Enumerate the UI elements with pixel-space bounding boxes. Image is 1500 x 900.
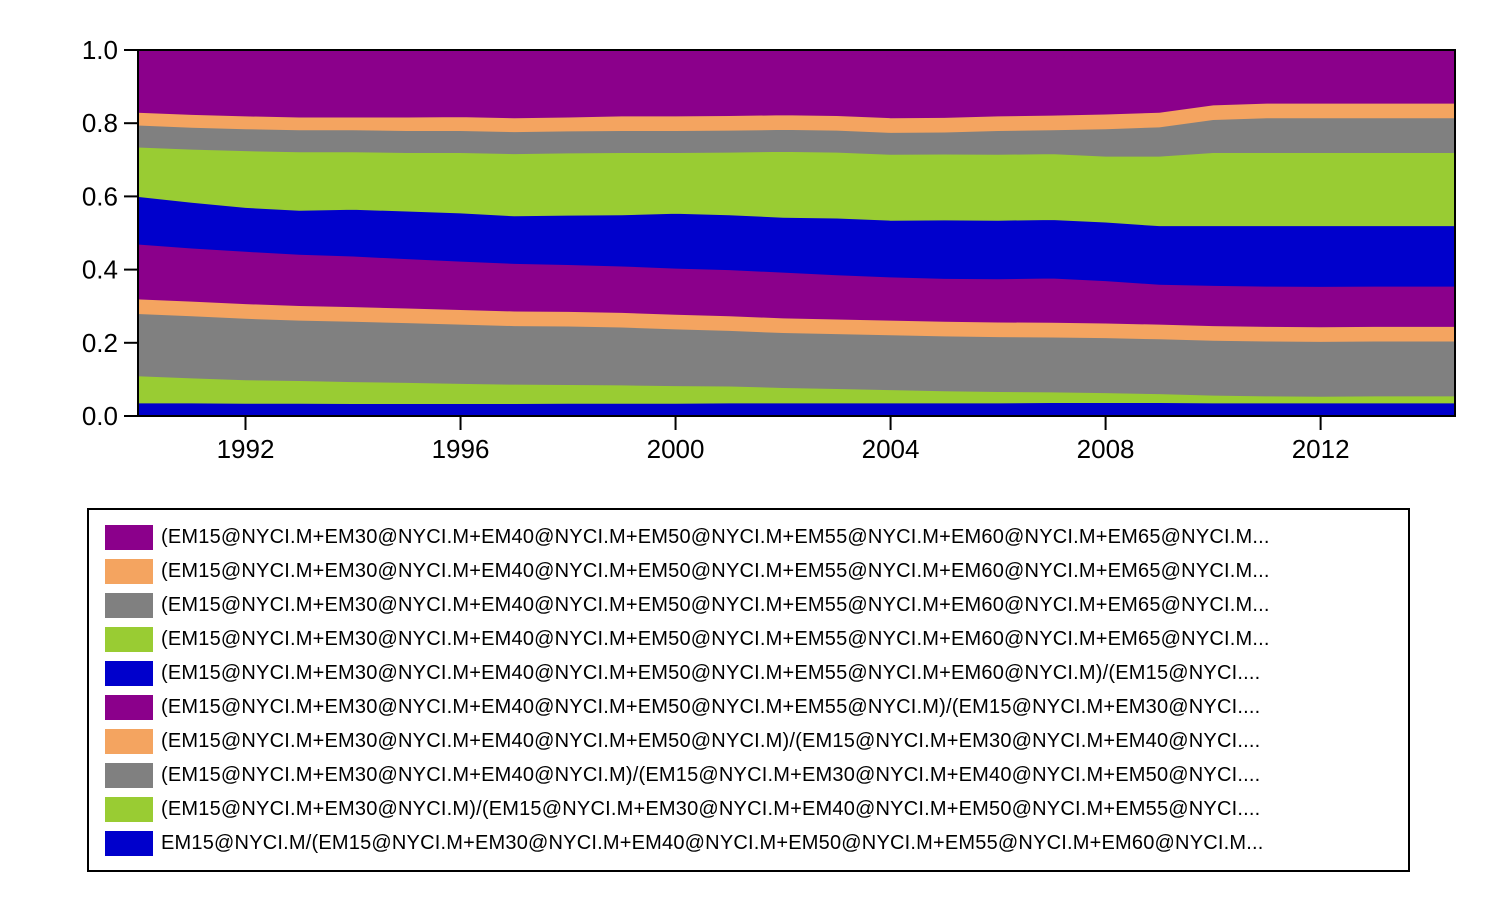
x-tick-label: 2008 (1077, 434, 1135, 464)
legend-label: EM15@NYCI.M/(EM15@NYCI.M+EM30@NYCI.M+EM4… (161, 831, 1264, 854)
legend-swatch (105, 592, 153, 618)
y-tick-label: 0.8 (82, 108, 118, 138)
legend-label: (EM15@NYCI.M+EM30@NYCI.M+EM40@NYCI.M+EM5… (161, 593, 1270, 616)
x-tick-label: 2012 (1292, 434, 1350, 464)
legend-label: (EM15@NYCI.M+EM30@NYCI.M+EM40@NYCI.M+EM5… (161, 661, 1261, 684)
legend-label: (EM15@NYCI.M+EM30@NYCI.M+EM40@NYCI.M+EM5… (161, 729, 1261, 752)
axes (137, 49, 1456, 417)
legend-swatch (105, 558, 153, 584)
legend-item: (EM15@NYCI.M+EM30@NYCI.M)/(EM15@NYCI.M+E… (105, 796, 1260, 822)
legend-swatch (105, 660, 153, 686)
y-tick-label: 1.0 (82, 35, 118, 65)
legend-label: (EM15@NYCI.M+EM30@NYCI.M+EM40@NYCI.M)/(E… (161, 763, 1261, 786)
legend-item: (EM15@NYCI.M+EM30@NYCI.M+EM40@NYCI.M+EM5… (105, 694, 1260, 720)
area-layer (137, 49, 1456, 417)
legend: (EM15@NYCI.M+EM30@NYCI.M+EM40@NYCI.M+EM5… (87, 508, 1410, 872)
stacked-area-chart: 0.0 0.2 0.4 0.6 0.8 1.0 1992 1996 2000 2004 2008 2… (82, 35, 1456, 464)
legend-label: (EM15@NYCI.M+EM30@NYCI.M+EM40@NYCI.M+EM5… (161, 525, 1270, 548)
legend-item: (EM15@NYCI.M+EM30@NYCI.M+EM40@NYCI.M+EM5… (105, 626, 1270, 652)
legend-item: (EM15@NYCI.M+EM30@NYCI.M+EM40@NYCI.M+EM5… (105, 592, 1270, 618)
x-tick-label: 1996 (432, 434, 490, 464)
legend-item: (EM15@NYCI.M+EM30@NYCI.M+EM40@NYCI.M+EM5… (105, 558, 1270, 584)
legend-item: (EM15@NYCI.M+EM30@NYCI.M+EM40@NYCI.M)/(E… (105, 762, 1260, 788)
area-series-1 (137, 401, 1456, 417)
area-series-10-cap (138, 50, 1455, 58)
legend-item: (EM15@NYCI.M+EM30@NYCI.M+EM40@NYCI.M+EM5… (105, 660, 1260, 686)
legend-swatch (105, 728, 153, 754)
legend-swatch (105, 762, 153, 788)
legend-label: (EM15@NYCI.M+EM30@NYCI.M+EM40@NYCI.M+EM5… (161, 627, 1270, 650)
y-axis-ticks: 0.0 0.2 0.4 0.6 0.8 1.0 (82, 35, 138, 431)
y-tick-label: 0.6 (82, 181, 118, 211)
x-tick-label: 2000 (647, 434, 705, 464)
legend-swatch (105, 524, 153, 550)
legend-swatch (105, 626, 153, 652)
legend-item: EM15@NYCI.M/(EM15@NYCI.M+EM30@NYCI.M+EM4… (105, 830, 1264, 856)
legend-label: (EM15@NYCI.M+EM30@NYCI.M+EM40@NYCI.M+EM5… (161, 559, 1270, 582)
legend-swatch (105, 830, 153, 856)
y-tick-label: 0.2 (82, 328, 118, 358)
legend-label: (EM15@NYCI.M+EM30@NYCI.M+EM40@NYCI.M+EM5… (161, 695, 1261, 718)
y-tick-label: 0.0 (82, 401, 118, 431)
legend-swatch (105, 796, 153, 822)
x-tick-label: 1992 (217, 434, 275, 464)
y-tick-label: 0.4 (82, 255, 118, 285)
legend-item: (EM15@NYCI.M+EM30@NYCI.M+EM40@NYCI.M+EM5… (105, 728, 1260, 754)
x-axis-ticks: 1992 1996 2000 2004 2008 2012 (217, 416, 1350, 464)
legend-swatch (105, 694, 153, 720)
x-tick-label: 2004 (862, 434, 920, 464)
plot-frame (137, 49, 1456, 417)
legend-item: (EM15@NYCI.M+EM30@NYCI.M+EM40@NYCI.M+EM5… (105, 524, 1270, 550)
legend-label: (EM15@NYCI.M+EM30@NYCI.M)/(EM15@NYCI.M+E… (161, 797, 1261, 820)
